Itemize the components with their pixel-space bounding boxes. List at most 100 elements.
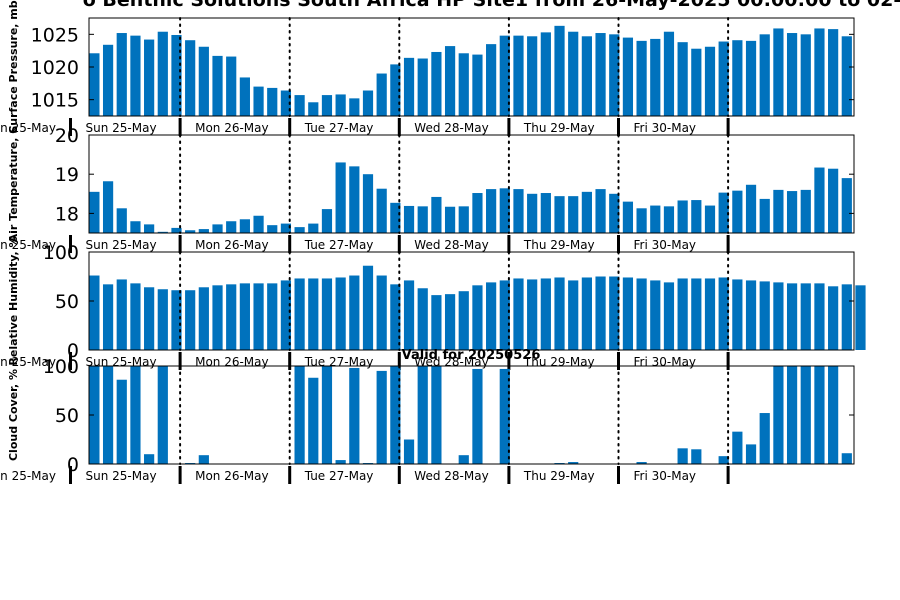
bar — [267, 283, 278, 350]
bar — [267, 87, 278, 116]
bar — [527, 279, 538, 350]
bar — [855, 285, 866, 350]
bar — [267, 225, 278, 233]
y-tick-label: 18 — [55, 203, 79, 225]
bar — [841, 453, 852, 464]
bar — [349, 98, 360, 116]
bar — [102, 181, 114, 233]
bar — [362, 174, 374, 233]
bar — [185, 230, 196, 233]
bar — [294, 95, 305, 116]
bar — [800, 283, 811, 350]
bar — [800, 34, 811, 116]
x-tick-label: Fri 30-May — [634, 469, 697, 483]
bar — [280, 280, 292, 350]
bar — [130, 35, 141, 116]
bar — [486, 44, 497, 116]
bar — [308, 278, 319, 350]
bar — [198, 46, 209, 116]
bar — [431, 51, 442, 116]
bar — [89, 53, 100, 116]
bar — [253, 86, 264, 116]
bar — [595, 189, 606, 233]
y-tick-label: 1015 — [31, 90, 79, 112]
figure-title: o Benthic Solutions South Africa HP Site… — [83, 0, 900, 11]
bar — [472, 54, 483, 116]
bar — [704, 278, 716, 350]
y-tick-label: 1025 — [31, 24, 79, 46]
bar — [89, 366, 100, 464]
bar — [458, 206, 469, 233]
y-tick-label: 50 — [55, 405, 79, 427]
bar — [116, 208, 127, 233]
bar — [89, 191, 100, 233]
bar — [568, 462, 579, 464]
bar — [677, 448, 688, 464]
bar — [239, 219, 250, 233]
bar — [773, 189, 784, 233]
bar — [308, 377, 319, 464]
bar — [704, 205, 716, 233]
bar — [800, 366, 811, 464]
bar — [130, 283, 141, 350]
bar — [335, 162, 346, 233]
bar — [349, 367, 360, 464]
y-tick-label: 1020 — [31, 57, 79, 79]
bar — [253, 215, 264, 233]
y-axis-label: Relative Humidity, % — [7, 236, 20, 365]
x-tick-label: Sun 25-May — [86, 238, 157, 252]
y-tick-label: 19 — [55, 164, 79, 186]
bar — [280, 223, 292, 233]
bar — [650, 205, 661, 233]
bar — [786, 366, 798, 464]
bar — [116, 33, 127, 116]
bar — [171, 290, 182, 350]
bar — [732, 190, 743, 233]
bar — [116, 279, 127, 350]
bar — [239, 77, 250, 116]
bar — [198, 229, 209, 233]
x-tick-label: Sun 25-May — [86, 121, 157, 135]
bar — [171, 227, 182, 233]
bar — [677, 200, 688, 233]
bar — [718, 192, 729, 233]
bar — [253, 283, 264, 350]
bar — [486, 282, 497, 350]
bar — [335, 94, 346, 116]
bar — [212, 285, 223, 350]
bar — [677, 278, 688, 350]
bar — [581, 191, 592, 233]
bar — [595, 33, 606, 116]
bar — [595, 276, 606, 350]
x-tick-label: Tue 27-May — [304, 121, 374, 135]
bar — [786, 191, 798, 233]
x-tick-label: Fri 30-May — [634, 355, 697, 369]
y-tick-label: 100 — [43, 242, 79, 264]
bar — [458, 455, 469, 464]
bar — [185, 40, 196, 116]
bar — [745, 40, 757, 117]
bar — [745, 184, 757, 233]
bar — [308, 102, 319, 116]
bar — [390, 284, 401, 350]
y-axis-label: Surface Pressure, mb — [7, 0, 20, 133]
bar — [622, 201, 634, 233]
x-tick-label: Fri 30-May — [634, 121, 697, 135]
bar — [527, 36, 538, 116]
bar — [431, 366, 442, 464]
bar — [144, 287, 155, 350]
y-tick-label: 100 — [43, 356, 79, 378]
bar — [390, 202, 401, 233]
x-tick-label: Wed 28-May — [414, 121, 488, 135]
bar — [663, 282, 675, 350]
bar — [513, 35, 524, 116]
bar — [417, 58, 428, 116]
bar — [226, 284, 237, 350]
bar — [130, 221, 141, 233]
bar — [212, 55, 223, 116]
bar — [376, 73, 387, 116]
bar — [841, 284, 852, 350]
bar — [554, 277, 565, 350]
bar — [609, 276, 620, 350]
